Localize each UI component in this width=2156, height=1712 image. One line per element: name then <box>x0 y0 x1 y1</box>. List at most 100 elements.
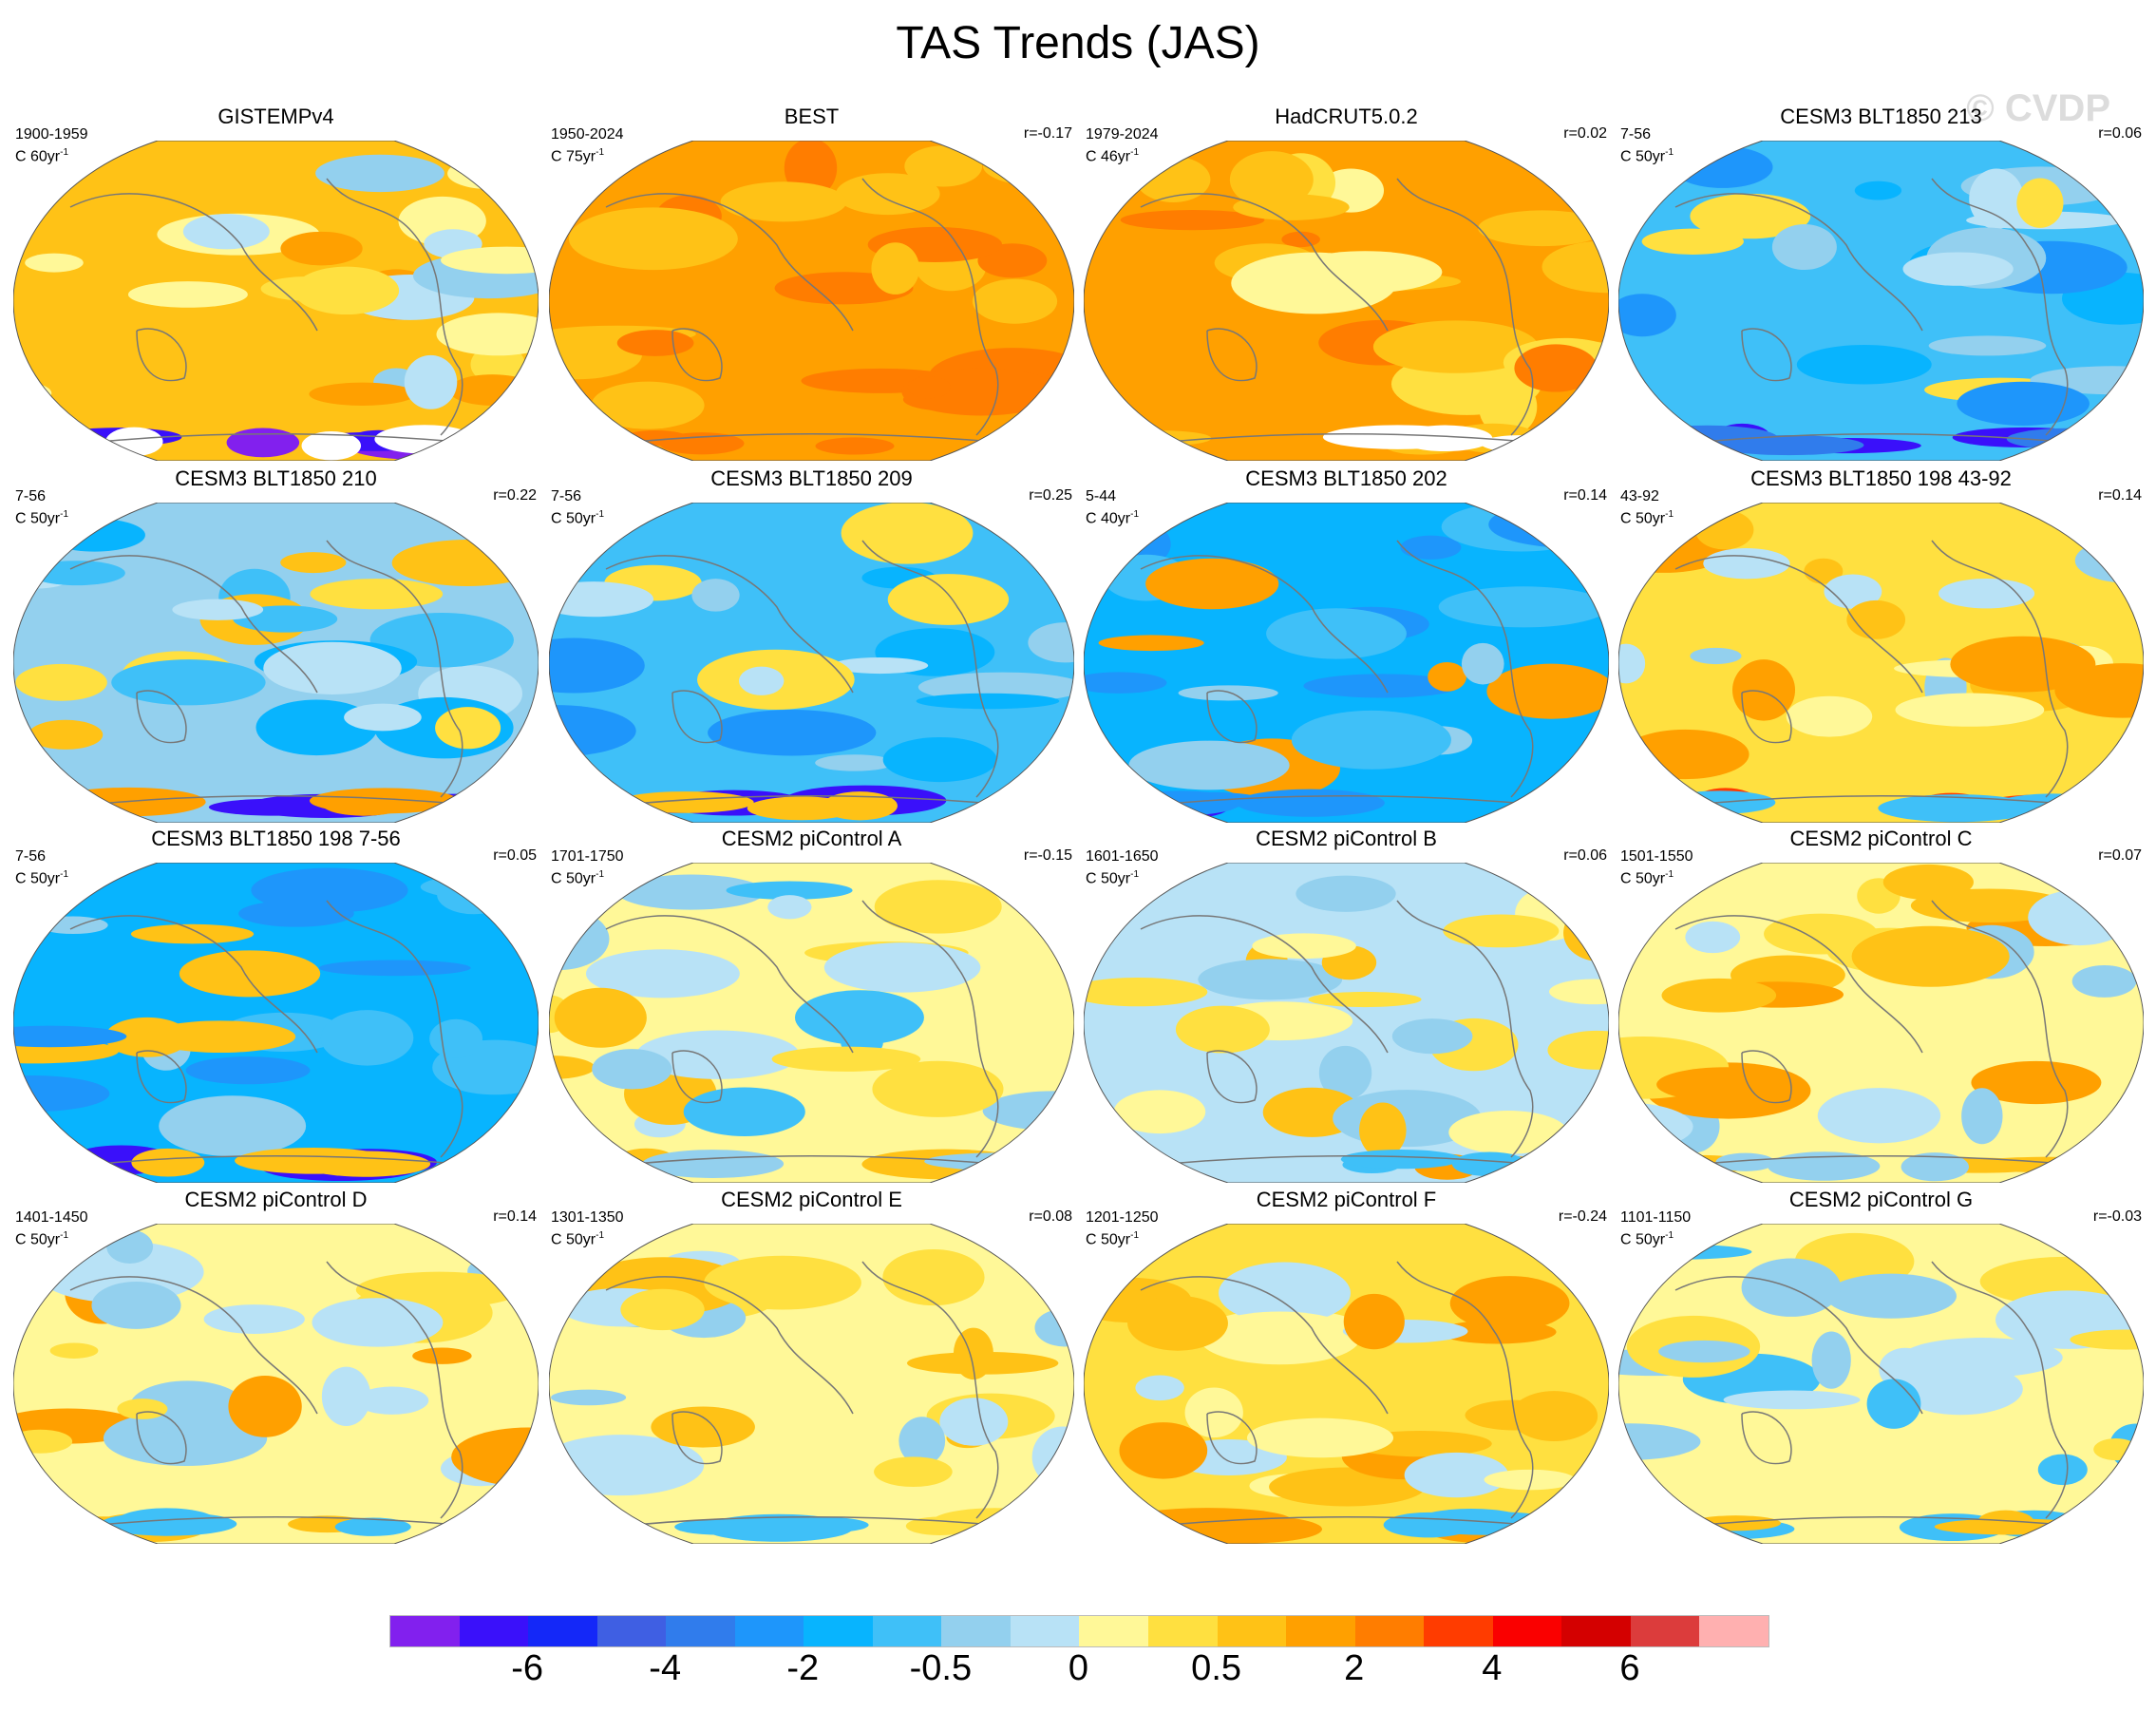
map-panel: CESM3 BLT1850 213 7-56 C 50yr-1 r=0.06 <box>1618 105 2144 466</box>
trend-region <box>280 231 363 266</box>
trend-region <box>887 574 1010 625</box>
colorbar-box <box>528 1616 597 1646</box>
trend-map <box>13 1224 539 1544</box>
colorbar-box <box>1699 1616 1768 1646</box>
trend-region <box>1957 381 2090 426</box>
trend-region <box>293 266 400 315</box>
trend-region <box>127 281 248 308</box>
trend-region <box>321 1366 371 1427</box>
trend-region <box>159 1095 307 1157</box>
colorbar-box <box>734 1616 804 1646</box>
trend-region <box>310 579 444 610</box>
cvdp-watermark: © CVDP <box>1966 87 2110 129</box>
trend-region <box>1854 181 1902 200</box>
trend-region <box>794 990 924 1045</box>
trend-region <box>1950 636 2096 693</box>
panel-period: 1979-2024 C 46yr-1 <box>1086 125 1159 165</box>
panel-title: CESM3 BLT1850 209 <box>710 466 913 490</box>
coastlines <box>605 540 1025 808</box>
colorbar-box <box>1492 1616 1562 1646</box>
colorbar-box <box>666 1616 735 1646</box>
trend-region <box>904 145 983 187</box>
trend-region <box>1478 210 1608 247</box>
colorbar-tick-label: 4 <box>1482 1648 1503 1688</box>
panel-title: HadCRUT5.0.2 <box>1275 105 1418 128</box>
trend-region <box>182 214 270 250</box>
trend-region <box>1484 1469 1576 1491</box>
trend-region <box>620 1288 705 1331</box>
trend-region <box>1303 674 1461 698</box>
trend-region <box>726 881 853 900</box>
trend-region <box>907 376 951 399</box>
panel-title: CESM2 piControl A <box>721 827 902 850</box>
coastlines <box>605 178 1025 446</box>
coastlines <box>1674 900 2094 1168</box>
trend-region <box>1318 1045 1372 1100</box>
antarctic-region <box>334 1517 411 1536</box>
trend-region <box>1672 145 1773 188</box>
panel-period: 1601-1650 C 50yr-1 <box>1086 847 1159 887</box>
trend-map <box>1618 141 2144 461</box>
trend-units: C 46yr <box>1086 148 1131 165</box>
map-outline <box>1618 141 2144 461</box>
trend-region <box>568 207 738 271</box>
panel-period: 7-56 C 50yr-1 <box>15 847 68 887</box>
units-exponent: -1 <box>60 147 69 158</box>
trend-region <box>739 666 785 695</box>
trend-region <box>771 1046 921 1072</box>
coastlines <box>605 1261 1025 1529</box>
trend-region <box>1438 586 1609 628</box>
trend-region <box>13 1025 127 1048</box>
trend-region <box>1510 1391 1598 1441</box>
pattern-correlation: r=0.22 <box>493 487 537 504</box>
antarctic-region <box>1108 430 1212 447</box>
trend-region <box>447 158 535 190</box>
trend-region <box>1723 1390 1861 1410</box>
coastlines <box>1140 1261 1560 1529</box>
trend-map <box>13 141 539 461</box>
trend-units: C 50yr <box>1620 870 1666 887</box>
trend-region <box>767 895 812 920</box>
coastlines <box>1140 178 1560 446</box>
trend-region <box>616 330 694 356</box>
panel-period: 1900-1959 C 60yr-1 <box>15 125 88 165</box>
pattern-correlation: r=-0.15 <box>1023 847 1072 864</box>
trend-region <box>1233 194 1350 220</box>
trend-region <box>1428 661 1467 692</box>
pattern-correlation: r=-0.03 <box>2092 1208 2142 1225</box>
antarctic-region <box>226 428 300 458</box>
colorbar-tick-label: 6 <box>1619 1648 1640 1688</box>
period-text: 7-56 <box>15 488 47 504</box>
antarctic-region <box>1383 1512 1474 1538</box>
figure-title: TAS Trends (JAS) <box>896 18 1260 68</box>
map-panel: HadCRUT5.0.2 1979-2024 C 46yr-1 r=0.02 <box>1084 105 1609 466</box>
trend-region <box>320 1010 414 1066</box>
trend-region <box>1308 991 1422 1008</box>
colorbar-box <box>1010 1616 1080 1646</box>
trend-region <box>1486 663 1609 719</box>
trend-region <box>720 181 847 222</box>
trend-region <box>1928 335 2047 356</box>
units-exponent: -1 <box>596 509 605 520</box>
colorbar-tick-label: -2 <box>786 1648 820 1688</box>
trend-region <box>1028 622 1074 663</box>
trend-region <box>2028 889 2132 946</box>
trend-region <box>1441 503 1601 552</box>
antarctic-region <box>1340 1150 1462 1170</box>
units-exponent: -1 <box>60 1230 69 1241</box>
colorbar-box <box>390 1616 460 1646</box>
units-exponent: -1 <box>1130 869 1140 880</box>
trend-region <box>1119 1422 1208 1479</box>
pattern-correlation: r=0.14 <box>1563 487 1607 504</box>
trend-region <box>172 599 264 620</box>
trend-region <box>1825 1273 1957 1319</box>
trend-units: C 50yr <box>15 870 61 887</box>
trend-region <box>1372 320 1539 373</box>
trend-region <box>391 540 539 586</box>
pattern-correlation: r=0.07 <box>2098 847 2142 864</box>
trend-region <box>815 754 895 771</box>
colorbar-tick-label: -0.5 <box>909 1648 973 1688</box>
period-text: 1950-2024 <box>551 126 624 143</box>
panel-title: BEST <box>784 105 840 128</box>
trend-region <box>203 1304 305 1334</box>
